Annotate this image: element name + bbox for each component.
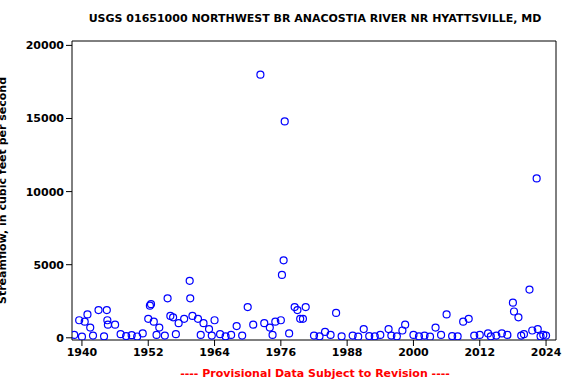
svg-text:2000: 2000 <box>398 346 429 359</box>
svg-text:2012: 2012 <box>464 346 495 359</box>
svg-text:1964: 1964 <box>199 346 230 359</box>
svg-text:1988: 1988 <box>332 346 363 359</box>
svg-text:1940: 1940 <box>67 346 98 359</box>
html-text:USGS 01651000 NORTHWEST BR ANA: USGS 01651000 NORTHWEST BR ANACOSTIA RIV… <box>88 12 542 25</box>
svg-text:1952: 1952 <box>133 346 164 359</box>
svg-text:Streamflow, in cubic feet per: Streamflow, in cubic feet per second <box>8 77 9 304</box>
svg-text:5000: 5000 <box>33 259 64 272</box>
svg-text:0: 0 <box>56 332 64 345</box>
svg-text:1976: 1976 <box>266 346 297 359</box>
svg-text:10000: 10000 <box>26 186 65 199</box>
svg-text:20000: 20000 <box>26 39 65 52</box>
svg-text:15000: 15000 <box>26 112 65 125</box>
html-text:---- Provisional Data Subject: ---- Provisional Data Subject to Revisio… <box>180 367 450 380</box>
svg-text:2024: 2024 <box>531 346 562 359</box>
